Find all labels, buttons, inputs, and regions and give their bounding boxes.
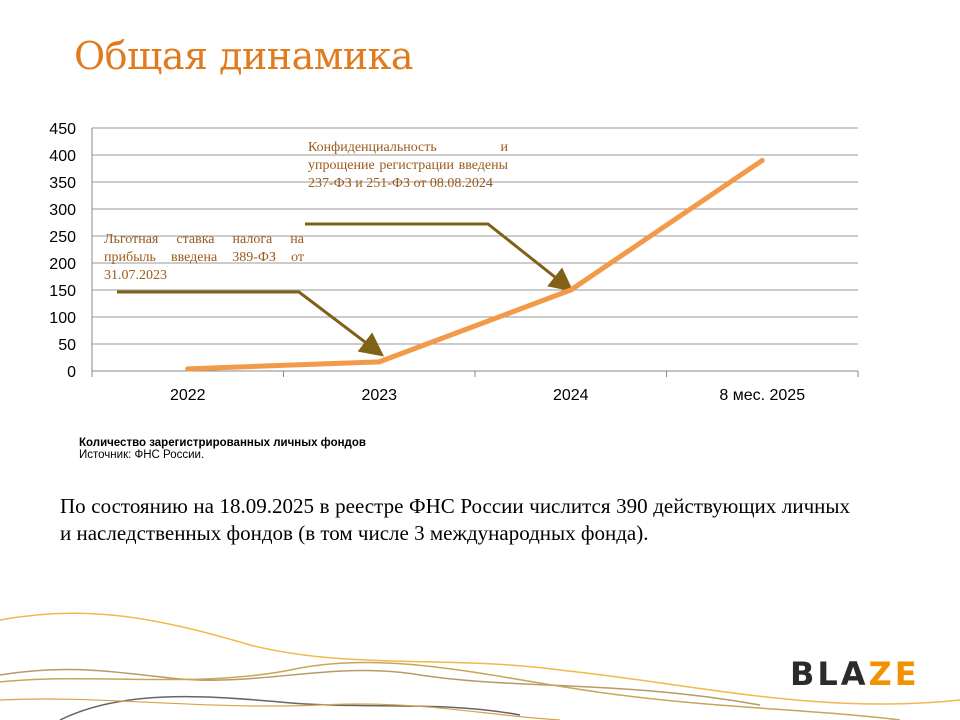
y-tick-label: 0 <box>67 364 76 381</box>
y-tick-label: 150 <box>49 283 76 300</box>
annotation-2024: Конфиденциальность и упрощение регистрац… <box>308 140 508 191</box>
y-tick-label: 100 <box>49 310 76 327</box>
annotation-arrow <box>305 222 574 292</box>
slide-title: Общая динамика <box>74 34 414 78</box>
x-tick-label: 2024 <box>553 387 589 404</box>
annotation-arrow <box>117 290 385 357</box>
y-tick-label: 300 <box>49 202 76 219</box>
y-tick-label: 200 <box>49 256 76 273</box>
chart-caption: Количество зарегистрированных личных фон… <box>79 437 366 461</box>
decorative-waves <box>0 612 960 720</box>
blaze-logo: BLAZE <box>790 655 920 693</box>
data-point <box>376 359 382 365</box>
x-tick-label: 2022 <box>170 387 206 404</box>
annotation-2023: Льготная ставка налога на прибыль введен… <box>104 232 304 283</box>
y-tick-label: 350 <box>49 175 76 192</box>
y-tick-label: 400 <box>49 148 76 165</box>
y-tick-label: 450 <box>49 121 76 138</box>
body-text: По состоянию на 18.09.2025 в реестре ФНС… <box>60 494 850 545</box>
y-tick-label: 250 <box>49 229 76 246</box>
data-point <box>759 157 765 163</box>
caption-source: Источник: ФНС России. <box>79 449 205 461</box>
data-point <box>185 366 191 372</box>
logo-text-accent: ZE <box>868 655 920 693</box>
y-tick-label: 50 <box>58 337 76 354</box>
logo-text-dark: BLA <box>790 655 869 693</box>
line-chart: 0 50 100 150 200 250 300 350 400 450 2022 2023 2024 8… <box>49 121 859 404</box>
caption-title: Количество зарегистрированных личных фон… <box>79 437 366 449</box>
series-line <box>187 158 764 372</box>
x-tick-label: 8 мес. 2025 <box>719 387 805 404</box>
x-tick-label: 2023 <box>361 387 397 404</box>
data-point <box>568 287 574 293</box>
